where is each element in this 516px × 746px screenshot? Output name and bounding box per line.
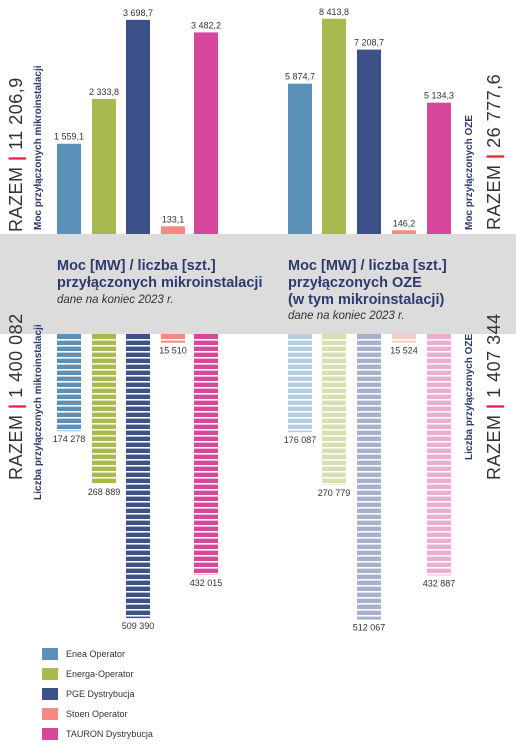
left-power-bar-enea: [57, 143, 81, 234]
right-power-bar-energa: [322, 18, 346, 234]
right-panel-title-line1: Moc [MW] / liczba [szt.]: [288, 258, 447, 274]
right-bottom-axis-label: Liczba przyłączonych OZE: [464, 333, 475, 460]
right-panel-subtitle: dane na koniec 2023 r.: [288, 310, 405, 322]
left-power-bar-pge: [126, 19, 150, 235]
right-top-total-value: 26 777,6: [484, 73, 504, 148]
left-power-label-tauron: 3 482,2: [191, 20, 221, 30]
legend-label-energa: Energa-Operator: [66, 669, 134, 679]
left-panel-title-line2: przyłączonych mikroinstalacji: [57, 275, 263, 291]
left-bottom-total: RAZEM | 1 400 082: [6, 313, 27, 480]
right-count-bar-energa: [322, 334, 346, 486]
right-top-total-prefix: RAZEM: [484, 164, 504, 231]
right-power-label-energa: 8 413,8: [319, 7, 349, 17]
left-count-bar-enea: [57, 334, 81, 432]
left-top-total-prefix: RAZEM: [6, 166, 26, 233]
left-panel-title-line1: Moc [MW] / liczba [szt.]: [57, 258, 216, 274]
right-power-bar-pge: [357, 49, 381, 234]
right-power-bar-stoen: [392, 230, 416, 234]
right-power-label-stoen: 146,2: [393, 218, 416, 228]
left-count-label-tauron: 432 015: [190, 578, 223, 588]
right-count-label-pge: 512 067: [353, 623, 386, 633]
left-panel-subtitle: dane na koniec 2023 r.: [57, 294, 174, 306]
right-top-total: RAZEM | 26 777,6: [484, 74, 505, 230]
title-band: [0, 234, 516, 334]
left-top-axis-label: Moc przyłączonych mikroinstalacji: [33, 65, 44, 231]
right-count-label-tauron: 432 887: [423, 578, 456, 588]
right-power-bar-enea: [288, 83, 312, 234]
left-power-bar-energa: [92, 98, 116, 235]
right-top-total-separator: |: [484, 153, 504, 159]
legend-swatch-enea: [42, 648, 58, 660]
right-top-axis-label: Moc przyłączonych OZE: [464, 114, 475, 230]
right-count-bar-stoen: [392, 334, 416, 343]
left-power-bar-tauron: [194, 32, 218, 234]
legend-swatch-stoen: [42, 708, 58, 720]
left-count-label-enea: 174 278: [53, 434, 86, 444]
right-panel-title-line2: przyłączonych OZE: [288, 275, 422, 291]
left-count-bar-tauron: [194, 334, 218, 575]
legend-label-pge: PGE Dystrybucja: [66, 689, 135, 699]
right-count-label-energa: 270 779: [318, 488, 351, 498]
right-bottom-total-separator: |: [484, 403, 504, 409]
legend-label-tauron: TAURON Dystrybucja: [66, 729, 153, 739]
right-power-bar-tauron: [427, 102, 451, 234]
left-count-bar-stoen: [161, 334, 185, 343]
right-count-label-stoen: 15 524: [390, 346, 418, 356]
left-top-total-separator: |: [6, 155, 26, 161]
left-bottom-axis-label: Liczba przyłączonych mikroinstalacji: [33, 324, 44, 500]
left-bottom-total-prefix: RAZEM: [6, 414, 26, 481]
right-count-bar-pge: [357, 334, 381, 620]
left-power-label-stoen: 133,1: [162, 214, 185, 224]
right-bottom-total-prefix: RAZEM: [484, 414, 504, 481]
legend-label-stoen: Stoen Operator: [66, 709, 128, 719]
left-count-label-pge: 509 390: [122, 621, 155, 631]
left-count-label-energa: 268 889: [88, 487, 121, 497]
right-bottom-total: RAZEM | 1 407 344: [484, 313, 505, 480]
right-power-label-pge: 7 208,7: [354, 38, 384, 48]
right-bottom-total-value: 1 407 344: [484, 313, 504, 398]
left-power-bar-stoen: [161, 226, 185, 234]
left-power-label-pge: 3 698,7: [123, 8, 153, 18]
legend-swatch-tauron: [42, 728, 58, 740]
left-bottom-total-value: 1 400 082: [6, 313, 26, 398]
right-panel-title-line3: (w tym mikroinstalacji): [288, 292, 445, 308]
right-power-label-tauron: 5 134,3: [424, 91, 454, 101]
left-top-total: RAZEM | 11 206,9: [6, 77, 27, 232]
right-count-bar-tauron: [427, 334, 451, 576]
left-count-bar-energa: [92, 334, 116, 485]
right-count-label-enea: 176 087: [284, 435, 317, 445]
left-power-label-energa: 2 333,8: [89, 87, 119, 97]
left-bottom-total-separator: |: [6, 403, 26, 409]
left-count-bar-pge: [126, 334, 150, 619]
left-count-label-stoen: 15 510: [159, 346, 187, 356]
right-power-label-enea: 5 874,7: [285, 72, 315, 82]
left-power-label-enea: 1 559,1: [54, 132, 84, 142]
legend-label-enea: Enea Operator: [66, 649, 126, 659]
right-count-bar-enea: [288, 334, 312, 433]
left-top-total-value: 11 206,9: [6, 77, 26, 150]
legend-swatch-energa: [42, 668, 58, 680]
legend-swatch-pge: [42, 688, 58, 700]
